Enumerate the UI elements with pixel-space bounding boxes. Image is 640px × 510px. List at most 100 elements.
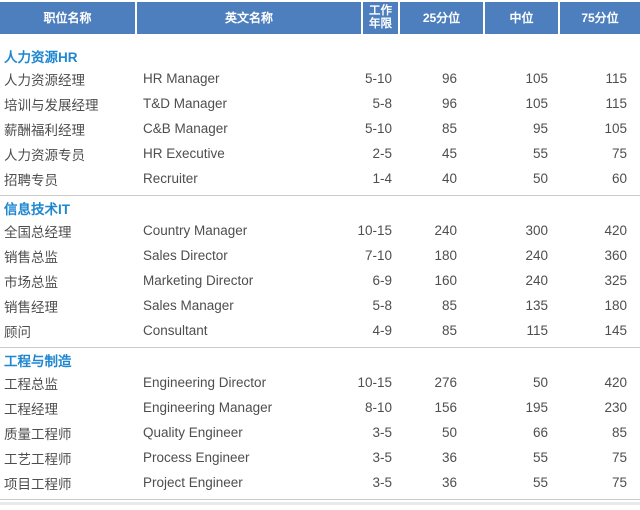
- position-name-cn: 人力资源经理: [4, 72, 85, 88]
- p25-value: 85: [441, 323, 457, 338]
- position-name-cn: 培训与发展经理: [4, 97, 99, 113]
- column-header-position-en: 英文名称: [137, 2, 363, 34]
- bottom-shadow: [0, 502, 640, 505]
- position-name-en: Consultant: [143, 323, 208, 338]
- p75-value: 360: [604, 248, 627, 263]
- p75-value: 145: [604, 323, 627, 338]
- p25-value: 240: [434, 223, 457, 238]
- median-value: 55: [532, 450, 548, 465]
- p75-value: 75: [611, 450, 627, 465]
- median-value: 66: [532, 425, 548, 440]
- median-value: 50: [532, 375, 548, 390]
- table-row: 项目工程师 Project Engineer 3-5 36 55 75: [0, 470, 640, 495]
- position-name-en: Quality Engineer: [143, 425, 243, 440]
- work-years: 3-5: [372, 475, 392, 490]
- work-years: 4-9: [372, 323, 392, 338]
- position-name-cn: 项目工程师: [4, 476, 72, 492]
- work-years: 8-10: [364, 400, 392, 415]
- p25-value: 40: [441, 171, 457, 186]
- table-row: 工艺工程师 Process Engineer 3-5 36 55 75: [0, 445, 640, 470]
- position-name-cn: 招聘专员: [4, 172, 58, 188]
- work-years: 3-5: [372, 425, 392, 440]
- position-name-en: C&B Manager: [143, 121, 228, 136]
- table-row: 人力资源经理 HR Manager 5-10 96 105 115: [0, 66, 640, 91]
- work-years: 5-8: [372, 96, 392, 111]
- median-value: 55: [532, 146, 548, 161]
- table-row: 市场总监 Marketing Director 6-9 160 240 325: [0, 268, 640, 293]
- column-header-p75: 75分位: [581, 10, 619, 25]
- position-name-en: Sales Manager: [143, 298, 234, 313]
- position-name-cn: 工程经理: [4, 401, 58, 417]
- table-row: 全国总经理 Country Manager 10-15 240 300 420: [0, 218, 640, 243]
- position-name-cn: 薪酬福利经理: [4, 122, 85, 138]
- position-name-en: Marketing Director: [143, 273, 254, 288]
- position-name-en: HR Manager: [143, 71, 220, 86]
- table-row: 工程总监 Engineering Director 10-15 276 50 420: [0, 370, 640, 395]
- table-row: 销售总监 Sales Director 7-10 180 240 360: [0, 243, 640, 268]
- p75-value: 420: [604, 223, 627, 238]
- work-years: 2-5: [372, 146, 392, 161]
- work-years: 6-9: [372, 273, 392, 288]
- p25-value: 85: [441, 121, 457, 136]
- section-divider: [0, 347, 640, 348]
- median-value: 50: [532, 171, 548, 186]
- table-row: 培训与发展经理 T&D Manager 5-8 96 105 115: [0, 91, 640, 116]
- section-divider: [0, 499, 640, 500]
- median-value: 105: [525, 96, 548, 111]
- position-name-cn: 工程总监: [4, 376, 58, 392]
- column-header-work-years: 工作年限: [363, 2, 400, 34]
- work-years: 10-15: [357, 375, 392, 390]
- table-body: 人力资源HR 人力资源经理 HR Manager 5-10 96 105 115 培训与发展经…: [0, 46, 640, 500]
- median-value: 115: [526, 323, 548, 338]
- median-value: 240: [525, 273, 548, 288]
- work-years: 5-10: [364, 121, 392, 136]
- table-row: 质量工程师 Quality Engineer 3-5 50 66 85: [0, 420, 640, 445]
- position-name-cn: 质量工程师: [4, 426, 72, 442]
- position-name-en: Project Engineer: [143, 475, 243, 490]
- p25-value: 156: [434, 400, 457, 415]
- position-name-en: HR Executive: [143, 146, 225, 161]
- position-name-en: T&D Manager: [143, 96, 228, 111]
- p25-value: 180: [434, 248, 457, 263]
- table-row: 薪酬福利经理 C&B Manager 5-10 85 95 105: [0, 116, 640, 141]
- position-name-en: Recruiter: [143, 171, 198, 186]
- p75-value: 325: [604, 273, 627, 288]
- column-header-median: 中位: [485, 2, 560, 34]
- section-title: 信息技术IT: [4, 202, 70, 217]
- table-row: 招聘专员 Recruiter 1-4 40 50 60: [0, 166, 640, 191]
- work-years: 3-5: [372, 450, 392, 465]
- section-divider: [0, 195, 640, 196]
- table-row: 工程经理 Engineering Manager 8-10 156 195 230: [0, 395, 640, 420]
- position-name-en: Sales Director: [143, 248, 228, 263]
- position-name-en: Engineering Manager: [143, 400, 273, 415]
- work-years: 10-15: [357, 223, 392, 238]
- position-name-cn: 顾问: [4, 324, 31, 340]
- column-header-p25: 25分位: [400, 2, 485, 34]
- work-years: 7-10: [364, 248, 392, 263]
- position-name-cn: 工艺工程师: [4, 451, 72, 467]
- position-name-cn: 全国总经理: [4, 224, 72, 240]
- position-name-cn: 市场总监: [4, 274, 58, 290]
- median-value: 240: [525, 248, 548, 263]
- work-years: 1-4: [372, 171, 392, 186]
- work-years: 5-8: [372, 298, 392, 313]
- p75-value: 180: [604, 298, 627, 313]
- p75-value: 60: [611, 171, 627, 186]
- p25-value: 160: [434, 273, 457, 288]
- median-value: 135: [525, 298, 548, 313]
- median-value: 55: [532, 475, 548, 490]
- table-header: 职位名称 英文名称 工作年限 25分位 中位 75分位: [0, 2, 640, 34]
- table-row: 销售经理 Sales Manager 5-8 85 135 180: [0, 293, 640, 318]
- p25-value: 45: [441, 146, 457, 161]
- p75-value: 75: [611, 475, 627, 490]
- p75-value: 230: [604, 400, 627, 415]
- position-name-en: Engineering Director: [143, 375, 267, 390]
- table-row: 顾问 Consultant 4-9 85 115 145: [0, 318, 640, 343]
- median-value: 105: [525, 71, 548, 86]
- p25-value: 36: [441, 450, 457, 465]
- p25-value: 96: [441, 96, 457, 111]
- column-header-position-cn: 职位名称: [0, 2, 137, 34]
- p75-value: 85: [611, 425, 627, 440]
- p75-value: 75: [611, 146, 627, 161]
